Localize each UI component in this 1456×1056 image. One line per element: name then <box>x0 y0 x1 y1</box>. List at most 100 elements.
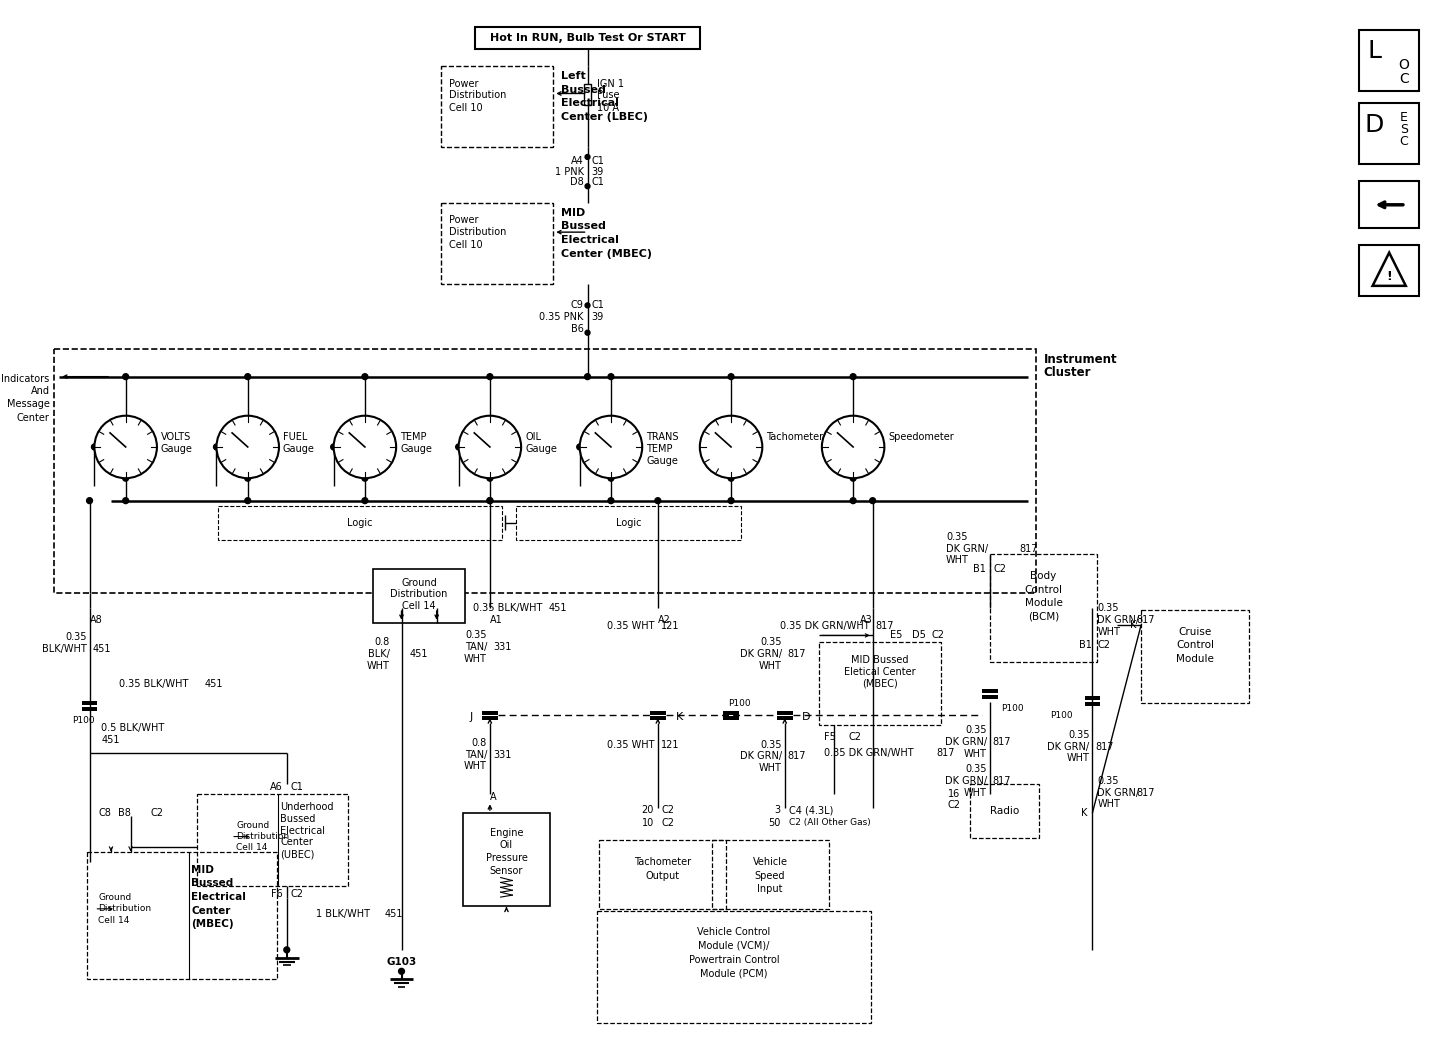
Text: D: D <box>802 713 811 722</box>
Text: K: K <box>1130 620 1136 629</box>
Text: 817: 817 <box>788 752 807 761</box>
Text: C: C <box>1399 135 1408 148</box>
Text: Module: Module <box>1176 654 1214 664</box>
Text: Control: Control <box>1176 640 1214 650</box>
Text: Center (MBEC): Center (MBEC) <box>561 248 652 259</box>
Text: 0.35 BLK/WHT: 0.35 BLK/WHT <box>473 603 542 614</box>
Text: Indicators: Indicators <box>1 374 50 383</box>
Text: !: ! <box>1386 269 1392 283</box>
Text: VOLTS: VOLTS <box>160 432 191 442</box>
Circle shape <box>214 444 220 450</box>
Text: Center: Center <box>16 413 50 422</box>
Bar <box>649 711 665 715</box>
Text: P100: P100 <box>1002 704 1024 713</box>
Circle shape <box>585 184 590 189</box>
Text: E5: E5 <box>890 630 901 640</box>
Text: Module (PCM): Module (PCM) <box>700 968 767 978</box>
Text: DK GRN/: DK GRN/ <box>1098 615 1140 625</box>
Text: DK GRN/: DK GRN/ <box>740 649 782 659</box>
Text: Vehicle: Vehicle <box>753 856 788 867</box>
Bar <box>517 506 741 540</box>
Text: 0.35: 0.35 <box>760 740 782 750</box>
Text: C1: C1 <box>291 781 303 792</box>
Text: A2: A2 <box>658 615 671 625</box>
Text: C1: C1 <box>591 177 604 187</box>
Text: 0.35: 0.35 <box>66 633 86 642</box>
Text: Tachometer: Tachometer <box>635 856 692 867</box>
Text: 0.8: 0.8 <box>374 637 390 647</box>
Text: 0.8: 0.8 <box>472 738 486 748</box>
Text: 121: 121 <box>661 740 680 750</box>
Text: (MBEC): (MBEC) <box>191 920 234 929</box>
Bar <box>981 690 997 693</box>
Text: 817: 817 <box>993 776 1012 786</box>
Circle shape <box>331 444 336 450</box>
Text: C: C <box>1399 72 1409 86</box>
Text: 10 A: 10 A <box>597 103 619 113</box>
Text: Bussed: Bussed <box>191 879 233 888</box>
Text: E: E <box>1399 111 1408 125</box>
Bar <box>649 716 665 720</box>
Circle shape <box>821 416 884 478</box>
Text: OIL: OIL <box>526 432 542 442</box>
Text: A6: A6 <box>271 781 282 792</box>
Text: TRANS: TRANS <box>646 432 678 442</box>
Text: WHT: WHT <box>464 654 486 664</box>
Text: 0.35: 0.35 <box>760 637 782 647</box>
Text: C2: C2 <box>849 732 862 742</box>
Text: C4 (4.3L): C4 (4.3L) <box>789 805 833 815</box>
Circle shape <box>728 475 734 482</box>
Text: Gauge: Gauge <box>282 444 314 454</box>
Text: Gauge: Gauge <box>400 444 432 454</box>
Text: 331: 331 <box>492 750 511 759</box>
Bar <box>712 841 828 909</box>
Text: 39: 39 <box>591 167 604 176</box>
Circle shape <box>655 497 661 504</box>
Text: A: A <box>489 792 496 802</box>
Text: DK GRN/: DK GRN/ <box>1098 788 1140 797</box>
Text: WHT: WHT <box>367 661 390 671</box>
Text: 0.35: 0.35 <box>1067 730 1089 740</box>
Text: Cluster: Cluster <box>1044 366 1091 379</box>
Text: C2 (All Other Gas): C2 (All Other Gas) <box>789 818 871 828</box>
Text: Speedometer: Speedometer <box>888 432 954 442</box>
Text: Distribution: Distribution <box>448 91 507 100</box>
Text: P100: P100 <box>728 699 751 709</box>
Text: C1: C1 <box>591 156 604 166</box>
Text: Engine: Engine <box>489 828 523 837</box>
Text: WHT: WHT <box>1098 626 1120 637</box>
Bar <box>482 716 498 720</box>
Text: K: K <box>1082 808 1088 818</box>
Text: WHT: WHT <box>759 661 782 671</box>
Text: Distribution: Distribution <box>448 227 507 238</box>
Text: Ground: Ground <box>99 892 131 902</box>
Text: MID Bussed: MID Bussed <box>852 655 909 665</box>
Text: G103: G103 <box>386 957 416 966</box>
Circle shape <box>486 497 492 504</box>
Text: (BCM): (BCM) <box>1028 611 1059 622</box>
Text: Tachometer: Tachometer <box>766 432 823 442</box>
Text: Gauge: Gauge <box>646 455 678 466</box>
Text: And: And <box>31 386 50 396</box>
Text: 817: 817 <box>1095 741 1114 752</box>
Text: 817: 817 <box>1019 544 1038 553</box>
Circle shape <box>245 374 250 379</box>
Text: 0.35: 0.35 <box>1098 603 1118 614</box>
Bar <box>441 203 553 284</box>
Text: C2: C2 <box>948 800 961 810</box>
Text: Logic: Logic <box>616 517 641 528</box>
Bar <box>1358 245 1420 296</box>
Text: Power: Power <box>448 79 479 89</box>
Text: B8: B8 <box>118 808 131 818</box>
Text: Cruise: Cruise <box>1178 626 1211 637</box>
Text: Sensor: Sensor <box>489 866 523 875</box>
Text: Center: Center <box>280 837 313 847</box>
Text: L: L <box>1367 39 1382 63</box>
Bar <box>1085 696 1101 700</box>
Text: 331: 331 <box>492 642 511 653</box>
Text: Underhood: Underhood <box>280 803 333 812</box>
Text: WHT: WHT <box>946 555 968 565</box>
Text: 817: 817 <box>936 748 955 757</box>
Text: Distribution: Distribution <box>236 832 290 841</box>
Text: 50: 50 <box>769 818 780 828</box>
